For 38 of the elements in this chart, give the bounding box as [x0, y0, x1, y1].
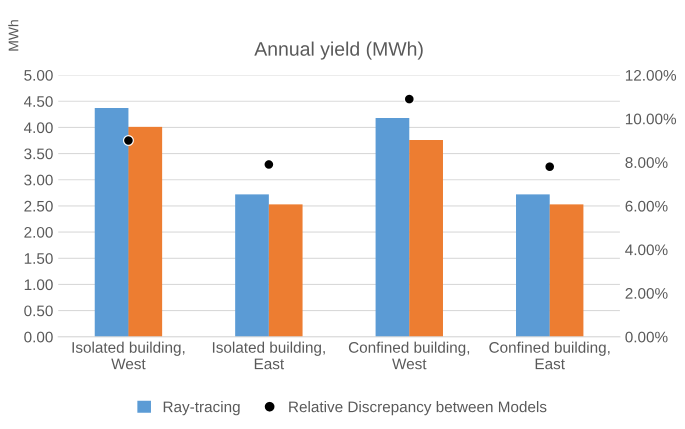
bar	[409, 140, 443, 337]
y2-tick-label: 0.00%	[625, 332, 668, 342]
x-tick-label: Confined building, West	[348, 342, 470, 370]
y2-tick-label: 8.00%	[625, 157, 668, 168]
x-tick-label: Confined building, East	[489, 342, 610, 370]
y2-tick-label: 10.00%	[626, 114, 676, 124]
y-tick-label: 1.00	[24, 279, 53, 290]
y-tick-label: 5.00	[24, 70, 53, 81]
y-axis-title: MWh	[8, 20, 18, 51]
y2-tick-label: 4.00%	[625, 244, 668, 256]
y-tick-label: 0.00	[24, 332, 53, 342]
y-tick-label: 3.00	[24, 174, 53, 186]
y-tick-label: 4.00	[24, 122, 53, 134]
point	[404, 94, 415, 104]
point	[544, 161, 556, 172]
y-tick-label: 2.50	[24, 200, 53, 212]
point	[263, 159, 274, 170]
bar	[235, 194, 269, 337]
y-tick-label: 3.50	[24, 148, 53, 160]
y-tick-label: 4.50	[24, 96, 53, 107]
y2-tick-label: 6.00%	[626, 200, 668, 212]
bar	[94, 108, 128, 337]
bar	[128, 126, 162, 337]
legend-label: Ray-tracing	[164, 401, 240, 416]
bar	[550, 204, 584, 337]
chart-title: Annual yield (MWh)	[254, 42, 423, 60]
x-tick-label: Isolated building, East	[212, 342, 325, 370]
y2-tick-label: 12.00%	[626, 70, 676, 81]
y-tick-label: 0.50	[24, 305, 53, 316]
y2-tick-label: 2.00%	[626, 288, 668, 299]
bar	[268, 204, 303, 337]
y-tick-label: 2.00	[24, 226, 53, 238]
bar	[376, 118, 410, 337]
bar	[516, 194, 550, 337]
legend-label: Relative Discrepancy between Models	[289, 401, 546, 416]
y-tick-label: 1.50	[24, 253, 53, 264]
x-tick-label: Isolated building, West	[72, 342, 184, 370]
point	[123, 135, 134, 146]
